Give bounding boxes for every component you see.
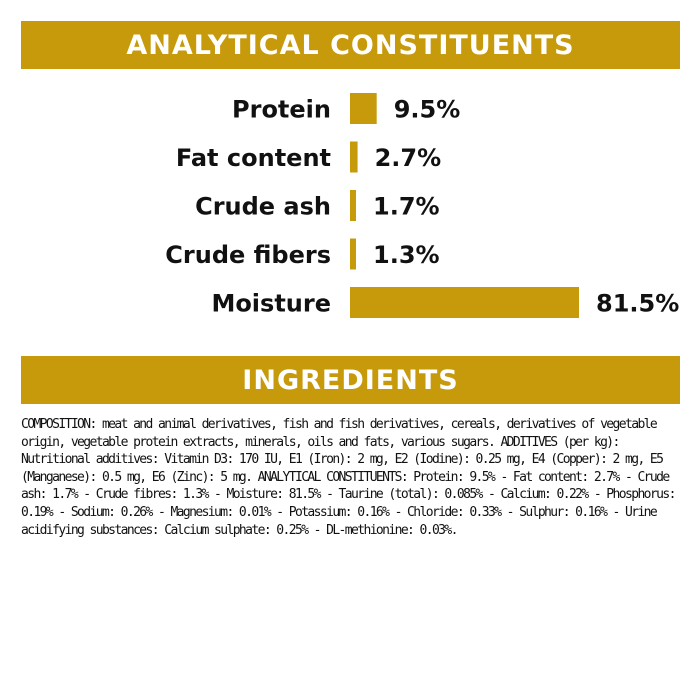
bar-protein: [350, 93, 377, 124]
label-moisture: Moisture: [211, 290, 331, 318]
value-protein: 9.5%: [394, 96, 461, 124]
bar-moisture: [350, 287, 579, 318]
ingredients-composition-text: COMPOSITION: meat and animal derivatives…: [21, 417, 676, 538]
label-fat-content: Fat content: [176, 144, 331, 172]
value-moisture: 81.5%: [596, 290, 679, 318]
ingredients-title: INGREDIENTS: [242, 364, 459, 396]
bar-fat-content: [350, 141, 358, 173]
value-crude-ash: 1.7%: [373, 193, 440, 221]
value-fat-content: 2.7%: [375, 144, 442, 172]
value-crude-fibers: 1.3%: [373, 241, 440, 269]
ingredients-header: INGREDIENTS: [21, 356, 680, 404]
label-protein: Protein: [232, 96, 331, 124]
bar-crude-ash: [350, 190, 356, 221]
constituents-bar-chart: Protein 9.5% Fat content 2.7% Crude ash 1.7% C…: [165, 93, 679, 318]
analytical-constituents-header: ANALYTICAL CONSTITUENTS: [21, 21, 680, 69]
label-crude-ash: Crude ash: [195, 193, 331, 221]
analytical-constituents-title: ANALYTICAL CONSTITUENTS: [126, 29, 575, 61]
label-crude-fibers: Crude fibers: [165, 241, 331, 269]
bar-crude-fibers: [350, 238, 356, 270]
